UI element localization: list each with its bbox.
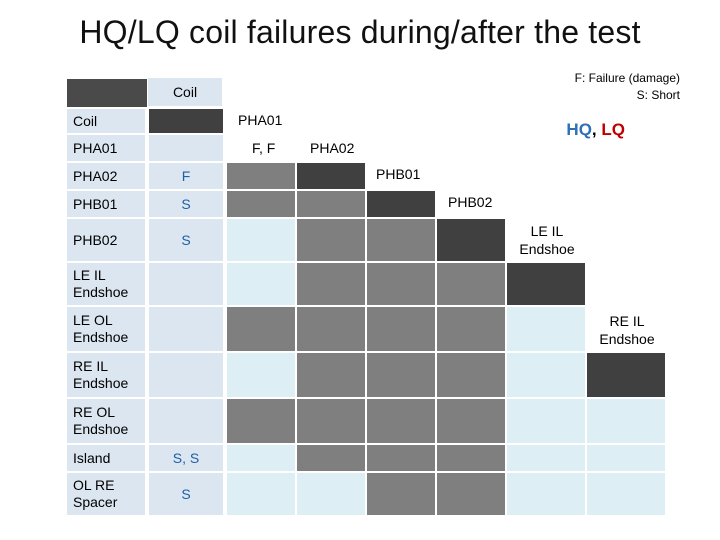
row-label: PHB01 bbox=[66, 190, 146, 218]
row-label: RE IL Endshoe bbox=[66, 352, 146, 398]
row-value bbox=[148, 398, 224, 444]
row-label: RE OL Endshoe bbox=[66, 398, 146, 444]
grid-cell bbox=[226, 262, 296, 306]
grid-cell bbox=[366, 472, 436, 516]
corner-header bbox=[66, 78, 148, 108]
diag-label-le-il: LE IL Endshoe bbox=[519, 223, 575, 257]
hq-label: HQ bbox=[566, 120, 592, 139]
row-value bbox=[148, 134, 224, 162]
grid-cell bbox=[436, 444, 506, 472]
grid-cell bbox=[586, 472, 666, 516]
grid-cell bbox=[506, 398, 586, 444]
grid-cell bbox=[296, 444, 366, 472]
row-value bbox=[148, 352, 224, 398]
row-value: S bbox=[148, 190, 224, 218]
quality-legend: HQ, LQ bbox=[530, 120, 625, 140]
grid-cell bbox=[436, 472, 506, 516]
page-title: HQ/LQ coil failures during/after the tes… bbox=[79, 14, 641, 50]
legend-failure: F: Failure (damage) bbox=[574, 71, 680, 85]
row-value: F bbox=[148, 162, 224, 190]
grid-cell bbox=[226, 398, 296, 444]
row-label: LE IL Endshoe bbox=[66, 262, 146, 306]
row-label: PHA01 bbox=[66, 134, 146, 162]
grid-cell bbox=[226, 190, 296, 218]
diag-label-phb01: PHB01 bbox=[376, 166, 421, 182]
quality-separator: , bbox=[591, 120, 597, 139]
row-value bbox=[148, 262, 224, 306]
grid-cell bbox=[296, 398, 366, 444]
grid-cell bbox=[296, 352, 366, 398]
row-label: OL RE Spacer bbox=[66, 472, 146, 516]
grid-cell bbox=[296, 218, 366, 262]
row-label: LE OL Endshoe bbox=[66, 306, 146, 352]
diag-label-pha01: PHA01 bbox=[238, 112, 283, 128]
grid-cell bbox=[226, 218, 296, 262]
grid-cell bbox=[586, 352, 666, 398]
row-value: S bbox=[148, 472, 224, 516]
diag-label-pha02: PHA02 bbox=[310, 140, 355, 156]
grid-cell bbox=[366, 262, 436, 306]
grid-cell bbox=[296, 262, 366, 306]
diag-label-re-il: RE IL Endshoe bbox=[599, 313, 655, 347]
grid-cell bbox=[366, 218, 436, 262]
grid-cell bbox=[226, 352, 296, 398]
grid-cell bbox=[366, 444, 436, 472]
grid-cell bbox=[506, 262, 586, 306]
row-label: PHB02 bbox=[66, 218, 146, 262]
grid-cell bbox=[296, 190, 366, 218]
grid-cell bbox=[226, 472, 296, 516]
row-label: PHA02 bbox=[66, 162, 146, 190]
grid-cell bbox=[366, 306, 436, 352]
grid-cell bbox=[506, 472, 586, 516]
grid-cell bbox=[436, 398, 506, 444]
grid-cell bbox=[506, 352, 586, 398]
grid-cell bbox=[226, 306, 296, 352]
grid-cell bbox=[506, 306, 586, 352]
grid-cell bbox=[586, 398, 666, 444]
grid-cell bbox=[296, 306, 366, 352]
row-label: Island bbox=[66, 444, 146, 472]
row-label: Coil bbox=[66, 108, 146, 134]
diag-value-pha01: F, F bbox=[252, 140, 276, 156]
legend: F: Failure (damage) S: Short bbox=[520, 70, 680, 104]
row-value: S bbox=[148, 218, 224, 262]
grid-cell bbox=[586, 444, 666, 472]
grid-cell bbox=[506, 444, 586, 472]
grid-cell bbox=[436, 218, 506, 262]
grid-cell bbox=[436, 262, 506, 306]
diag-label-phb02: PHB02 bbox=[448, 194, 493, 210]
grid-cell bbox=[296, 162, 366, 190]
lq-label: LQ bbox=[601, 120, 625, 139]
grid-cell bbox=[226, 444, 296, 472]
legend-short: S: Short bbox=[636, 88, 680, 102]
grid-cell bbox=[226, 162, 296, 190]
row-value: S, S bbox=[148, 444, 224, 472]
grid-cell bbox=[436, 306, 506, 352]
grid-cell bbox=[366, 398, 436, 444]
grid-cell bbox=[366, 352, 436, 398]
coil-header: Coil bbox=[148, 78, 222, 106]
grid-cell bbox=[366, 190, 436, 218]
row-value bbox=[148, 306, 224, 352]
row-value bbox=[148, 108, 224, 134]
grid-cell bbox=[296, 472, 366, 516]
grid-cell bbox=[436, 352, 506, 398]
